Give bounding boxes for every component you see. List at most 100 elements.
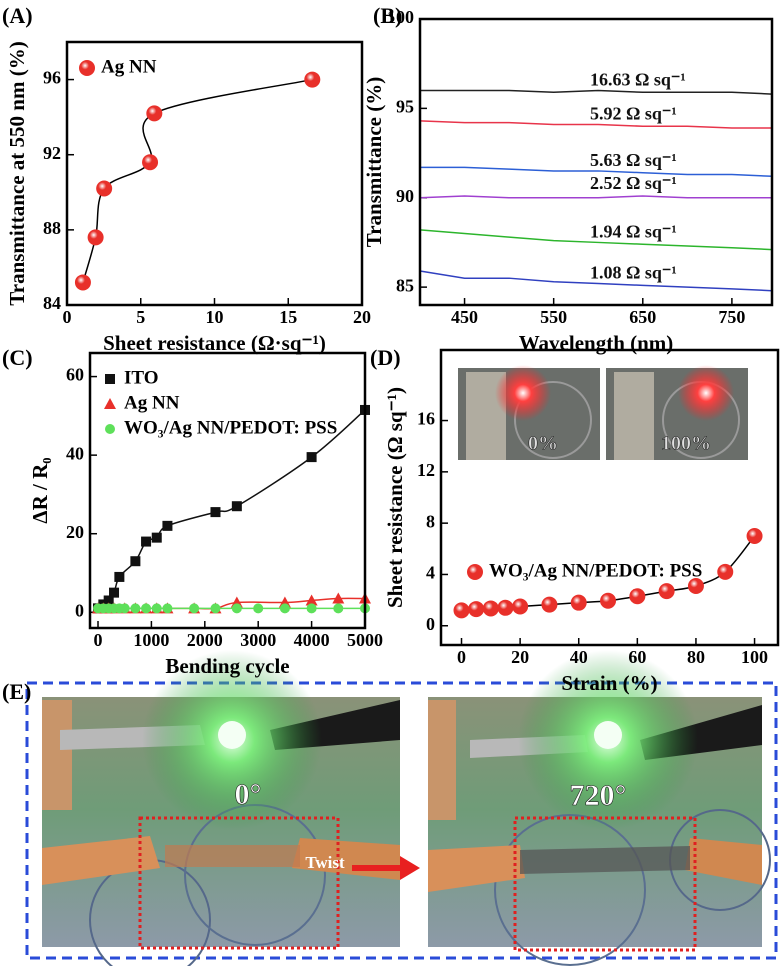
- y-tick-label: 40: [66, 443, 84, 463]
- marker: [74, 274, 91, 291]
- x-tick-label: 10: [206, 307, 224, 327]
- x-tick-label: 5: [136, 307, 145, 327]
- marker: [497, 599, 514, 616]
- marker: [600, 592, 617, 609]
- y-tick-label: 4: [426, 563, 435, 583]
- marker: [103, 595, 114, 606]
- x-tick-label: 40: [570, 647, 588, 667]
- x-tick-label: 80: [687, 647, 705, 667]
- marker: [333, 603, 344, 614]
- y-tick-label: 12: [417, 460, 435, 480]
- series-line: [419, 195, 772, 199]
- marker: [189, 603, 200, 614]
- series-line: [420, 166, 773, 178]
- y-tick-label: 16: [417, 409, 435, 429]
- y-tick-label: 92: [43, 143, 61, 163]
- angle-label: 720°: [570, 779, 627, 812]
- series-label: 5.63 Ω sq⁻¹: [590, 150, 677, 170]
- marker: [119, 603, 130, 614]
- x-axis-title: Bending cycle: [165, 654, 289, 678]
- marker: [109, 587, 120, 598]
- marker: [210, 507, 221, 518]
- inset-led: [495, 365, 551, 421]
- marker: [146, 105, 163, 122]
- x-tick-label: 0: [63, 307, 72, 327]
- series-label: 2.52 Ω sq⁻¹: [590, 173, 677, 193]
- legend-label: Ag NN: [124, 392, 180, 413]
- y-tick-label: 100: [387, 7, 414, 27]
- marker: [306, 603, 317, 614]
- marker: [210, 603, 221, 614]
- marker: [687, 578, 704, 594]
- plot-frame: [65, 40, 364, 307]
- series-line: [419, 120, 772, 129]
- y-tick-label: 88: [43, 218, 61, 238]
- panel-e: (E) 0° 720° Twist: [2, 650, 778, 966]
- marker: [629, 588, 646, 605]
- x-tick-label: 1000: [133, 630, 169, 650]
- arrow-label: Twist: [305, 853, 345, 872]
- marker: [162, 520, 173, 531]
- inset-detail: [614, 372, 654, 460]
- marker: [512, 598, 529, 615]
- arrow: [352, 856, 420, 880]
- panel-label: (A): [2, 3, 33, 28]
- panel-label: (D): [370, 345, 401, 370]
- marker: [482, 600, 499, 617]
- legend-label: WO₃/Ag NN/PEDOT: PSS: [489, 560, 702, 581]
- y-tick-label: 95: [396, 97, 414, 117]
- series-line: [420, 89, 773, 95]
- marker: [162, 603, 173, 614]
- y-axis-title: Transmittance at 550 nm (%): [5, 41, 29, 305]
- x-tick-label: 0: [94, 630, 103, 650]
- marker: [570, 594, 587, 611]
- legend-marker: [79, 60, 95, 76]
- x-tick-label: 5000: [347, 630, 383, 650]
- y-tick-label: 85: [396, 275, 414, 295]
- y-tick-label: 0: [75, 600, 84, 620]
- legend-marker: [105, 374, 115, 384]
- x-tick-label: 650: [629, 307, 656, 327]
- marker: [306, 452, 317, 463]
- panel-label: (B): [373, 3, 402, 28]
- dashed-frame: [25, 681, 778, 960]
- x-tick-label: 2000: [187, 630, 223, 650]
- marker: [151, 603, 162, 614]
- x-tick-label: 60: [628, 647, 646, 667]
- y-axis-title: Sheet resistance (Ω sq⁻¹): [383, 387, 407, 608]
- angle-label: 0°: [235, 778, 262, 811]
- inset-label: 100%: [661, 433, 711, 455]
- marker: [142, 154, 159, 171]
- x-axis-title: Sheet resistance (Ω·sq⁻¹): [103, 331, 326, 355]
- y-axis-title: Transmittance (%): [362, 77, 386, 248]
- marker: [658, 583, 675, 600]
- marker: [279, 603, 290, 614]
- marker: [332, 592, 345, 604]
- marker: [305, 594, 318, 606]
- x-tick-label: 4000: [294, 630, 330, 650]
- x-tick-label: 0: [457, 647, 466, 667]
- inset-detail: [514, 381, 592, 459]
- x-tick-label: 20: [353, 307, 371, 327]
- marker: [141, 536, 152, 547]
- x-tick-label: 20: [511, 647, 529, 667]
- y-tick-label: 96: [43, 68, 61, 88]
- plot-frame: [439, 348, 780, 647]
- y-tick-label: 8: [426, 511, 435, 531]
- legend-label: ITO: [124, 367, 159, 388]
- marker: [96, 180, 113, 197]
- series-label: 1.08 Ω sq⁻¹: [590, 262, 677, 282]
- marker: [541, 596, 558, 613]
- y-axis-title: ΔR / R₀: [28, 457, 52, 523]
- y-tick-label: 60: [66, 365, 84, 385]
- photo-right: [428, 650, 771, 966]
- panel-label: (C): [2, 345, 33, 370]
- x-tick-label: 450: [451, 307, 478, 327]
- legend-marker: [105, 424, 115, 434]
- legend-marker: [104, 398, 116, 409]
- x-tick-label: 3000: [240, 630, 276, 650]
- series-label: 5.92 Ω sq⁻¹: [590, 103, 677, 123]
- y-tick-label: 20: [66, 522, 84, 542]
- marker: [304, 71, 321, 88]
- marker: [717, 563, 734, 580]
